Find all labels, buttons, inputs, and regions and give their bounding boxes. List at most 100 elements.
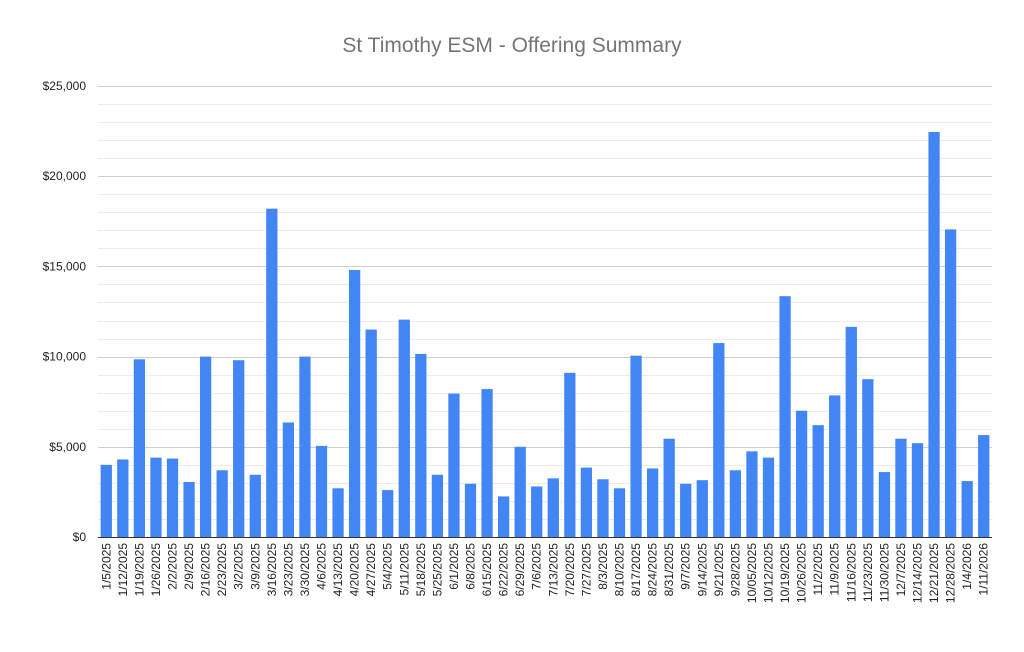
x-tick-label: 5/18/2025 xyxy=(414,543,428,597)
x-tick-label: 3/9/2025 xyxy=(248,543,262,590)
x-tick-label: 7/20/2025 xyxy=(563,543,577,597)
x-tick-label: 10/26/2025 xyxy=(795,543,809,603)
x-tick-label: 8/31/2025 xyxy=(662,543,676,597)
bar xyxy=(729,470,742,537)
x-tick-label: 3/2/2025 xyxy=(232,543,246,590)
x-tick-label: 7/27/2025 xyxy=(579,543,593,597)
x-tick-label: 2/23/2025 xyxy=(215,543,229,597)
bar xyxy=(762,457,775,537)
bar xyxy=(564,372,576,537)
x-tick-label: 1/11/2026 xyxy=(977,543,991,596)
x-tick-label: 11/9/2025 xyxy=(828,543,842,596)
bar xyxy=(497,496,510,537)
x-tick-label: 12/14/2025 xyxy=(911,543,925,603)
bar xyxy=(100,464,112,537)
bar xyxy=(746,451,758,537)
bar xyxy=(779,296,791,537)
y-tick-label: $25,000 xyxy=(43,79,87,93)
x-tick-label: 2/9/2025 xyxy=(182,543,196,590)
bar xyxy=(978,435,990,537)
bar xyxy=(282,422,295,537)
bar xyxy=(150,457,162,537)
bar xyxy=(680,483,692,537)
bar xyxy=(382,490,394,537)
bar xyxy=(928,132,940,537)
x-tick-label: 8/3/2025 xyxy=(596,543,610,590)
bar xyxy=(415,353,427,537)
bar xyxy=(183,481,195,537)
bar xyxy=(795,410,808,537)
x-tick-label: 11/2/2025 xyxy=(811,543,825,596)
x-tick-label: 6/22/2025 xyxy=(497,543,511,597)
x-tick-label: 7/13/2025 xyxy=(546,543,560,597)
x-tick-label: 6/1/2025 xyxy=(447,543,461,590)
x-tick-label: 8/10/2025 xyxy=(613,543,627,597)
bar xyxy=(464,483,477,537)
bar xyxy=(696,480,708,537)
x-tick-label: 8/24/2025 xyxy=(646,543,660,597)
bar xyxy=(878,472,891,537)
bar xyxy=(233,360,245,537)
bar xyxy=(431,474,444,537)
bar xyxy=(547,478,559,537)
x-tick-label: 5/25/2025 xyxy=(430,543,444,597)
x-tick-label: 3/16/2025 xyxy=(265,543,279,597)
bar xyxy=(266,208,278,538)
y-tick-label: $5,000 xyxy=(49,440,86,454)
x-tick-label: 2/2/2025 xyxy=(166,543,180,590)
x-tick-label: 11/16/2025 xyxy=(844,543,858,602)
x-tick-label: 1/4/2026 xyxy=(960,543,974,590)
bar xyxy=(895,438,907,537)
x-tick-label: 3/23/2025 xyxy=(281,543,295,597)
bar xyxy=(216,470,228,537)
bar xyxy=(531,486,543,537)
x-tick-label: 1/26/2025 xyxy=(149,543,163,597)
x-tick-label: 10/05/2025 xyxy=(745,543,759,603)
bar xyxy=(133,359,146,537)
x-tick-label: 7/6/2025 xyxy=(530,543,544,590)
bar xyxy=(299,356,311,537)
x-tick-label: 8/17/2025 xyxy=(629,543,643,597)
y-tick-label: $15,000 xyxy=(43,259,87,273)
chart-title: St Timothy ESM - Offering Summary xyxy=(342,34,682,57)
x-tick-label: 2/16/2025 xyxy=(199,543,213,597)
bar xyxy=(348,270,361,537)
x-tick-label: 5/11/2025 xyxy=(397,543,411,596)
y-tick-label: $0 xyxy=(73,530,87,544)
y-axis-tick-labels: $0 $5,000 $10,000 $15,000 $20,000 $25,000 xyxy=(43,79,87,544)
bar xyxy=(961,481,973,537)
bar xyxy=(862,379,874,537)
bar xyxy=(365,329,377,537)
x-tick-label: 9/7/2025 xyxy=(679,543,693,590)
bars xyxy=(100,132,990,538)
bar xyxy=(944,229,957,538)
y-tick-label: $10,000 xyxy=(43,350,87,364)
x-tick-label: 11/30/2025 xyxy=(877,543,891,602)
x-tick-label: 9/28/2025 xyxy=(728,543,742,597)
x-tick-label: 10/12/2025 xyxy=(762,543,776,603)
x-tick-label: 12/28/2025 xyxy=(944,543,958,603)
bar xyxy=(117,459,129,537)
bar xyxy=(829,395,841,537)
x-tick-label: 1/5/2025 xyxy=(99,543,113,590)
bar xyxy=(332,488,344,537)
x-tick-label: 4/20/2025 xyxy=(348,543,362,597)
x-tick-label: 11/23/2025 xyxy=(861,543,875,602)
x-tick-label: 3/30/2025 xyxy=(298,543,312,597)
x-tick-label: 6/29/2025 xyxy=(513,543,527,597)
gridlines xyxy=(98,86,992,520)
x-tick-label: 10/19/2025 xyxy=(778,543,792,603)
y-tick-label: $20,000 xyxy=(43,169,87,183)
bar xyxy=(597,479,609,537)
bar xyxy=(166,458,179,537)
bar xyxy=(646,468,659,537)
x-tick-label: 1/12/2025 xyxy=(116,543,130,597)
bar xyxy=(481,389,493,537)
x-tick-label: 1/19/2025 xyxy=(132,543,146,597)
bar xyxy=(448,393,460,537)
bar xyxy=(812,425,824,537)
x-tick-label: 4/6/2025 xyxy=(315,543,329,590)
bar xyxy=(514,446,526,537)
